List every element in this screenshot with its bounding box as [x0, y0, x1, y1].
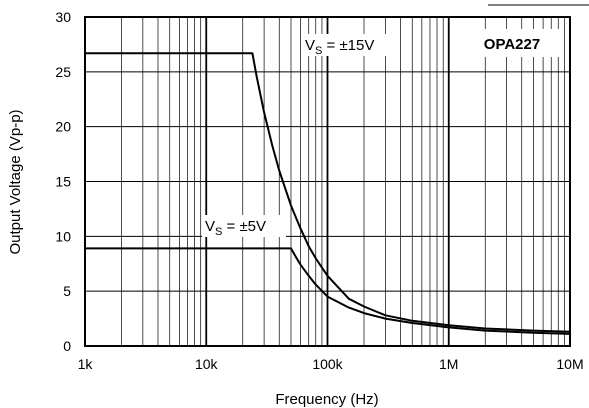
series-line-5v: [85, 247, 571, 335]
series-lines: [85, 52, 571, 335]
x-tick-label: 1M: [439, 356, 458, 372]
y-tick-label: 0: [63, 338, 71, 354]
series-line-15v: [85, 52, 571, 333]
y-tick-label: 10: [55, 228, 71, 244]
series-label-5v: VS = ±5V: [205, 218, 266, 238]
x-tick-label: 10M: [556, 356, 583, 372]
y-tick-label: 30: [55, 9, 71, 25]
y-tick-label: 5: [63, 283, 71, 299]
y-axis-title: Output Voltage (Vp-p): [7, 109, 24, 254]
plot-frame: [84, 16, 571, 347]
x-tick-label: 1k: [78, 356, 94, 372]
x-tick-label: 10k: [195, 356, 219, 372]
y-tick-label: 15: [55, 174, 71, 190]
series-label-bg-15v: [302, 34, 398, 56]
model-label: OPA227: [484, 36, 540, 53]
model-label-box: [460, 29, 564, 57]
series-label-bg-5v: [202, 215, 286, 237]
tick-labels: 1k 10k 100k 1M 10M 0 5 10 15 20 25 30: [55, 9, 583, 372]
x-tick-label: 100k: [312, 356, 343, 372]
y-tick-label: 25: [55, 64, 71, 80]
x-axis-title: Frequency (Hz): [275, 391, 378, 408]
series-label-15v: VS = ±15V: [305, 37, 374, 57]
y-tick-label: 20: [55, 119, 71, 135]
